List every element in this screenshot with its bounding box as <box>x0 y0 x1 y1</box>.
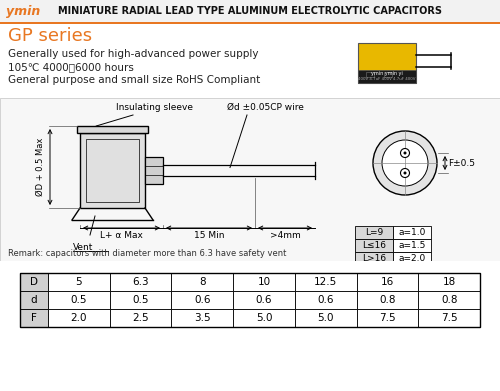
Bar <box>295 309 356 327</box>
Text: 0.6: 0.6 <box>256 295 272 305</box>
Bar <box>20 291 48 309</box>
Bar <box>356 273 418 291</box>
Text: 12.5: 12.5 <box>314 277 338 287</box>
Bar <box>0 98 500 261</box>
Circle shape <box>404 151 406 154</box>
Text: MINIATURE RADIAL LEAD TYPE ALUMINUM ELECTROLYTIC CAPACITORS: MINIATURE RADIAL LEAD TYPE ALUMINUM ELEC… <box>58 6 442 16</box>
Text: L+ α Max: L+ α Max <box>100 231 143 240</box>
Text: 10: 10 <box>258 277 270 287</box>
Text: Generally used for high-advanced power supply: Generally used for high-advanced power s… <box>8 49 258 59</box>
Bar <box>418 291 480 309</box>
Text: 2.5: 2.5 <box>132 313 149 323</box>
Bar <box>48 309 110 327</box>
Text: 2.0: 2.0 <box>70 313 87 323</box>
Bar <box>355 252 393 265</box>
Text: a=2.0: a=2.0 <box>398 254 425 263</box>
Bar <box>110 291 172 309</box>
Text: F±0.5: F±0.5 <box>448 158 475 167</box>
Bar <box>48 273 110 291</box>
Bar <box>172 291 233 309</box>
Bar <box>48 291 110 309</box>
Bar <box>0 261 500 391</box>
Bar <box>80 133 145 208</box>
Text: D: D <box>30 277 38 287</box>
Bar <box>295 273 356 291</box>
Bar <box>295 291 356 309</box>
Bar <box>233 273 295 291</box>
Bar <box>393 226 431 239</box>
Bar <box>418 273 480 291</box>
Bar <box>355 239 393 252</box>
Text: 5: 5 <box>76 277 82 287</box>
Bar <box>418 309 480 327</box>
Bar <box>233 309 295 327</box>
Text: Remark: capacitors with diameter more than 6.3 have safety vent: Remark: capacitors with diameter more th… <box>8 249 286 258</box>
Text: 5.0: 5.0 <box>256 313 272 323</box>
Text: 0.8: 0.8 <box>441 295 458 305</box>
Text: 105℃ 4000～6000 hours: 105℃ 4000～6000 hours <box>8 62 134 72</box>
Circle shape <box>404 172 406 174</box>
Text: ØD + 0.5 Max: ØD + 0.5 Max <box>36 138 44 196</box>
Bar <box>0 24 500 96</box>
Circle shape <box>382 140 428 186</box>
Bar <box>393 252 431 265</box>
Text: Vent: Vent <box>73 243 94 252</box>
Text: Insulating sleeve: Insulating sleeve <box>116 103 194 112</box>
Text: 0.5: 0.5 <box>132 295 149 305</box>
Text: General purpose and small size RoHS Compliant: General purpose and small size RoHS Comp… <box>8 75 260 85</box>
Text: 400V 4.7uF 400V 4.7uF 400V: 400V 4.7uF 400V 4.7uF 400V <box>358 77 416 81</box>
Bar <box>77 126 148 133</box>
Text: 16: 16 <box>381 277 394 287</box>
Text: ymin: ymin <box>6 5 40 18</box>
Bar <box>0 0 500 22</box>
Bar <box>356 291 418 309</box>
Bar <box>0 22 500 24</box>
Text: ymin ymin yi: ymin ymin yi <box>371 72 403 77</box>
Text: 18: 18 <box>442 277 456 287</box>
Bar <box>172 273 233 291</box>
Text: Ød ±0.05CP wire: Ød ±0.05CP wire <box>226 103 304 112</box>
Bar <box>366 72 374 77</box>
Text: L≤16: L≤16 <box>362 241 386 250</box>
Bar <box>356 309 418 327</box>
Bar <box>358 43 416 83</box>
Bar <box>358 70 416 83</box>
Text: 3.5: 3.5 <box>194 313 210 323</box>
Text: 15 Min: 15 Min <box>194 231 224 240</box>
Text: 0.6: 0.6 <box>318 295 334 305</box>
Circle shape <box>373 131 437 195</box>
Text: a=1.0: a=1.0 <box>398 228 425 237</box>
Text: 6.3: 6.3 <box>132 277 149 287</box>
Bar <box>384 72 392 77</box>
Bar <box>86 139 139 202</box>
Text: L=9: L=9 <box>365 228 383 237</box>
Text: L>16: L>16 <box>362 254 386 263</box>
Circle shape <box>400 149 409 158</box>
Text: GP series: GP series <box>8 27 92 45</box>
Text: 0.5: 0.5 <box>70 295 87 305</box>
Bar <box>20 309 48 327</box>
Bar <box>172 309 233 327</box>
Text: 0.8: 0.8 <box>379 295 396 305</box>
Bar <box>355 226 393 239</box>
Bar <box>20 273 48 291</box>
Bar <box>110 309 172 327</box>
Bar <box>145 157 163 184</box>
Text: a=1.5: a=1.5 <box>398 241 425 250</box>
Text: >4mm: >4mm <box>270 231 300 240</box>
Text: F: F <box>31 313 37 323</box>
Text: 7.5: 7.5 <box>379 313 396 323</box>
Bar <box>393 239 431 252</box>
Circle shape <box>400 169 409 178</box>
Bar <box>20 273 480 327</box>
Text: 7.5: 7.5 <box>441 313 458 323</box>
Text: d: d <box>30 295 38 305</box>
Bar <box>233 291 295 309</box>
Text: 5.0: 5.0 <box>318 313 334 323</box>
Text: 0.6: 0.6 <box>194 295 210 305</box>
Bar <box>110 273 172 291</box>
Text: 8: 8 <box>199 277 205 287</box>
